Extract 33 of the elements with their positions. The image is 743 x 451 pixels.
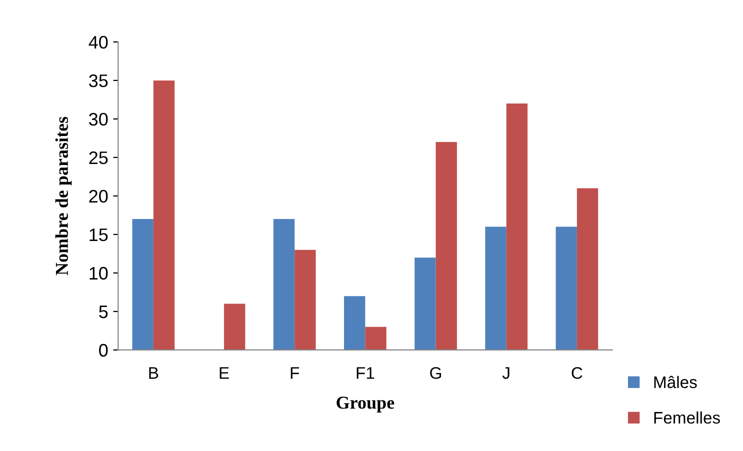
bar xyxy=(344,296,366,350)
x-tick-label: G xyxy=(430,367,442,379)
x-tick-label: F1 xyxy=(356,367,374,379)
x-tick-label: J xyxy=(502,367,510,379)
x-tick-label: E xyxy=(220,367,229,379)
x-tick-label: F xyxy=(290,367,300,379)
bar xyxy=(436,142,457,350)
y-tick-label: 35 xyxy=(89,74,108,88)
y-tick-label: 5 xyxy=(99,306,108,318)
y-tick-label: 25 xyxy=(89,151,108,164)
bar xyxy=(153,80,175,350)
bar xyxy=(273,219,295,350)
y-tick-label: 20 xyxy=(89,190,108,203)
bar xyxy=(576,188,598,350)
y-tick-label: 0 xyxy=(99,344,108,357)
bar xyxy=(294,250,316,350)
bar xyxy=(224,304,246,350)
bar xyxy=(506,104,528,350)
bar xyxy=(132,219,154,350)
legend-label: Femelles xyxy=(654,411,720,424)
bar xyxy=(365,326,386,350)
legend-label: Mâles xyxy=(654,376,697,388)
x-tick-label: B xyxy=(149,367,158,379)
bar xyxy=(556,226,577,350)
x-axis-title: Groupe xyxy=(336,396,394,412)
bar xyxy=(485,226,506,350)
y-tick-label: 40 xyxy=(88,36,108,49)
y-axis-title: Nombre de parasites xyxy=(55,116,72,276)
y-tick-label: 10 xyxy=(90,266,108,280)
x-tick-label: C xyxy=(572,367,582,379)
y-tick-label: 15 xyxy=(90,228,108,242)
bar xyxy=(414,258,436,350)
y-tick-label: 30 xyxy=(89,112,108,126)
